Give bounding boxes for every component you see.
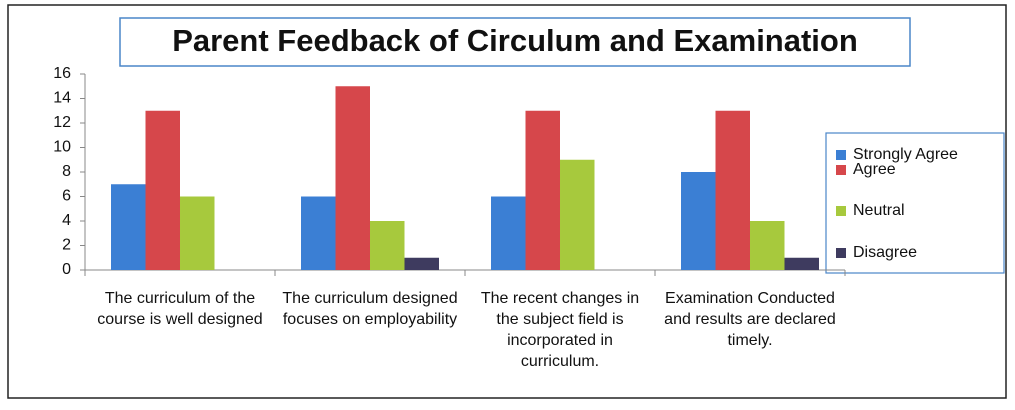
y-tick-label: 12 [53,114,71,131]
legend-swatch [836,206,846,216]
x-tick-label: The curriculum designed focuses on emplo… [282,290,458,328]
y-tick-label: 6 [62,188,71,205]
y-tick-label: 0 [62,261,71,278]
y-tick-label: 4 [62,212,71,229]
bar [525,110,560,270]
legend-label: Strongly Agree [853,146,958,163]
bar [491,196,526,270]
bar [111,184,146,270]
legend-label: Agree [853,161,896,178]
bar [370,221,405,270]
chart-title: Parent Feedback of Circulum and Examinat… [172,23,858,58]
bar [145,110,180,270]
legend-label: Neutral [853,202,905,219]
bar [180,196,215,270]
legend-box [825,132,1005,274]
bar [715,110,750,270]
y-tick-label: 2 [62,237,71,254]
y-tick-label: 16 [53,65,71,82]
y-tick-label: 8 [62,163,71,180]
x-tick-label: Examination Conducted and results are de… [664,290,836,349]
title-box [119,17,911,67]
bar [681,172,716,270]
bar [335,86,370,270]
bar [784,257,819,270]
legend-swatch [836,248,846,258]
y-tick-label: 14 [53,90,71,107]
bar [301,196,336,270]
legend-swatch [836,150,846,160]
bar [560,159,595,270]
y-tick-label: 10 [53,139,71,156]
x-tick-label: The recent changes in the subject field … [480,290,640,370]
bar [750,221,785,270]
outer-frame [7,4,1007,399]
legend-label: Disagree [853,244,917,261]
legend-swatch [836,165,846,175]
bar [404,257,439,270]
x-tick-label: The curriculum of the course is well des… [97,290,263,328]
